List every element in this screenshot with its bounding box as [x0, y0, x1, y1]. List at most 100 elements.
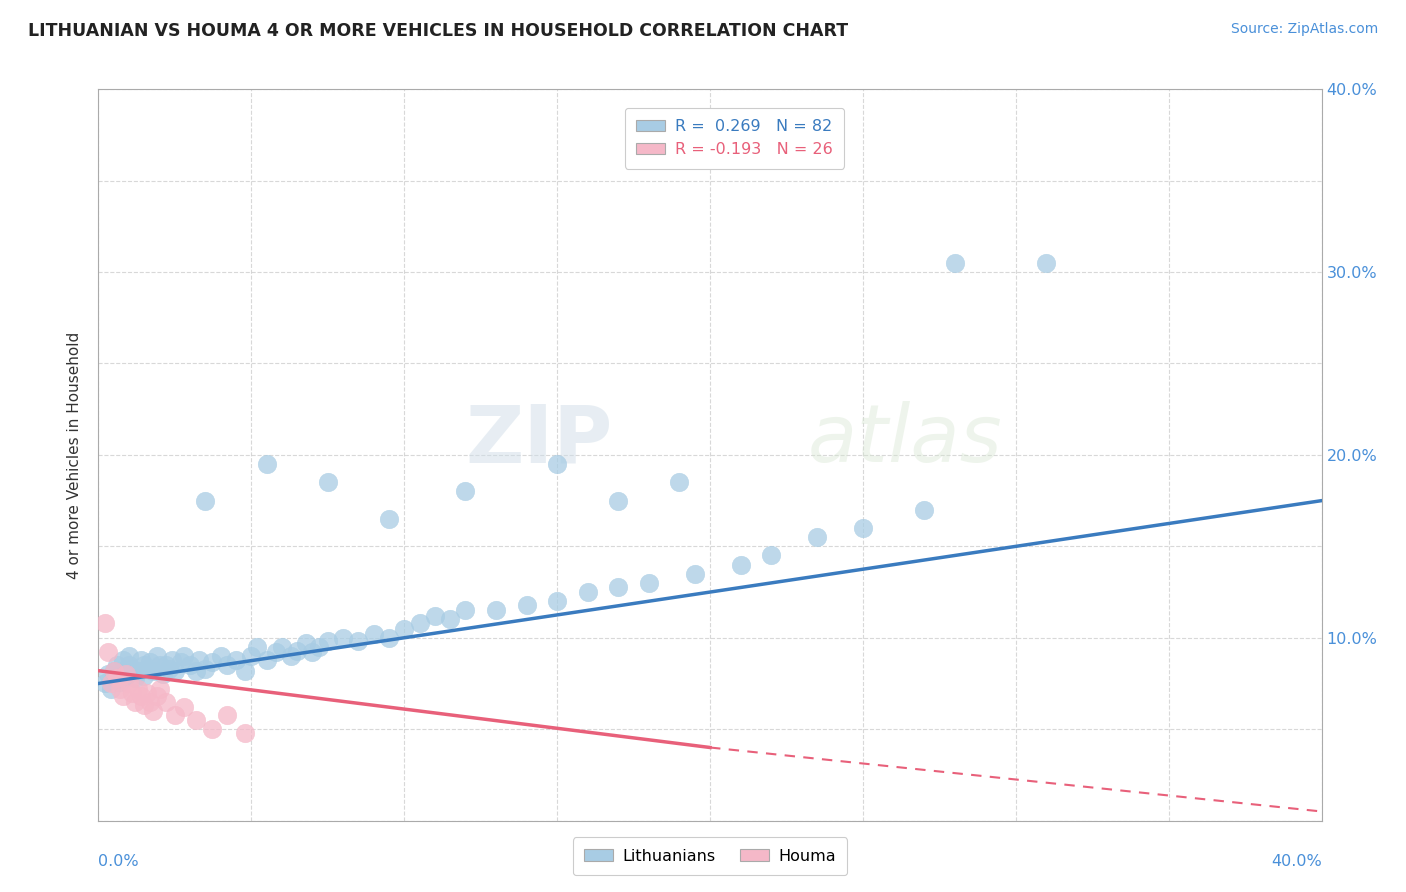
- Point: [256, 653, 278, 667]
- Point: [139, 655, 162, 669]
- Point: [111, 653, 134, 667]
- Point: [194, 662, 217, 676]
- Point: [316, 634, 339, 648]
- Point: [108, 681, 131, 696]
- Point: [173, 700, 195, 714]
- Point: [97, 667, 120, 681]
- Point: [546, 457, 568, 471]
- Point: [270, 640, 292, 654]
- Point: [852, 521, 875, 535]
- Point: [912, 502, 935, 516]
- Point: [194, 493, 217, 508]
- Point: [363, 627, 385, 641]
- Legend: Lithuanians, Houma: Lithuanians, Houma: [574, 838, 846, 875]
- Point: [145, 649, 167, 664]
- Point: [100, 681, 122, 696]
- Point: [301, 645, 323, 659]
- Point: [100, 676, 122, 690]
- Point: [121, 662, 143, 676]
- Point: [233, 726, 256, 740]
- Point: [160, 653, 183, 667]
- Point: [108, 674, 131, 689]
- Text: ZIP: ZIP: [465, 401, 612, 479]
- Y-axis label: 4 or more Vehicles in Household: 4 or more Vehicles in Household: [67, 331, 83, 579]
- Point: [155, 658, 177, 673]
- Point: [103, 671, 125, 685]
- Point: [145, 690, 167, 704]
- Point: [637, 576, 661, 591]
- Point: [240, 649, 263, 664]
- Point: [215, 658, 238, 673]
- Point: [225, 653, 247, 667]
- Point: [806, 530, 828, 544]
- Point: [149, 681, 172, 696]
- Point: [115, 669, 138, 683]
- Point: [943, 256, 966, 270]
- Point: [111, 664, 134, 678]
- Point: [136, 685, 159, 699]
- Point: [136, 662, 159, 676]
- Point: [186, 713, 208, 727]
- Point: [129, 690, 152, 704]
- Point: [105, 658, 128, 673]
- Point: [378, 512, 401, 526]
- Point: [316, 475, 339, 490]
- Point: [118, 658, 141, 673]
- Point: [179, 658, 201, 673]
- Point: [134, 658, 156, 673]
- Text: Source: ZipAtlas.com: Source: ZipAtlas.com: [1230, 22, 1378, 37]
- Point: [155, 695, 177, 709]
- Point: [149, 658, 172, 673]
- Point: [607, 493, 630, 508]
- Point: [142, 664, 165, 678]
- Point: [129, 653, 152, 667]
- Point: [347, 634, 370, 648]
- Point: [280, 649, 302, 664]
- Point: [93, 676, 115, 690]
- Point: [139, 695, 162, 709]
- Point: [285, 643, 308, 657]
- Point: [103, 664, 125, 678]
- Text: LITHUANIAN VS HOUMA 4 OR MORE VEHICLES IN HOUSEHOLD CORRELATION CHART: LITHUANIAN VS HOUMA 4 OR MORE VEHICLES I…: [28, 22, 848, 40]
- Point: [683, 566, 706, 581]
- Point: [215, 707, 238, 722]
- Point: [256, 457, 278, 471]
- Point: [118, 649, 141, 664]
- Point: [295, 636, 318, 650]
- Point: [127, 681, 149, 696]
- Point: [1035, 256, 1057, 270]
- Point: [170, 655, 193, 669]
- Point: [378, 631, 401, 645]
- Point: [408, 616, 430, 631]
- Point: [516, 598, 538, 612]
- Point: [105, 671, 128, 685]
- Point: [454, 603, 477, 617]
- Text: 0.0%: 0.0%: [98, 854, 139, 869]
- Point: [200, 655, 222, 669]
- Point: [124, 695, 146, 709]
- Point: [121, 685, 143, 699]
- Point: [454, 484, 477, 499]
- Point: [392, 622, 416, 636]
- Point: [233, 664, 256, 678]
- Point: [668, 475, 690, 490]
- Point: [111, 690, 134, 704]
- Point: [97, 645, 120, 659]
- Point: [142, 704, 165, 718]
- Point: [152, 667, 174, 681]
- Point: [127, 664, 149, 678]
- Point: [93, 616, 115, 631]
- Point: [546, 594, 568, 608]
- Point: [124, 671, 146, 685]
- Point: [134, 698, 156, 713]
- Point: [108, 667, 131, 681]
- Point: [485, 603, 508, 617]
- Point: [163, 707, 186, 722]
- Point: [246, 640, 269, 654]
- Point: [759, 549, 782, 563]
- Point: [264, 645, 287, 659]
- Point: [173, 649, 195, 664]
- Point: [607, 580, 630, 594]
- Point: [332, 631, 354, 645]
- Point: [308, 640, 330, 654]
